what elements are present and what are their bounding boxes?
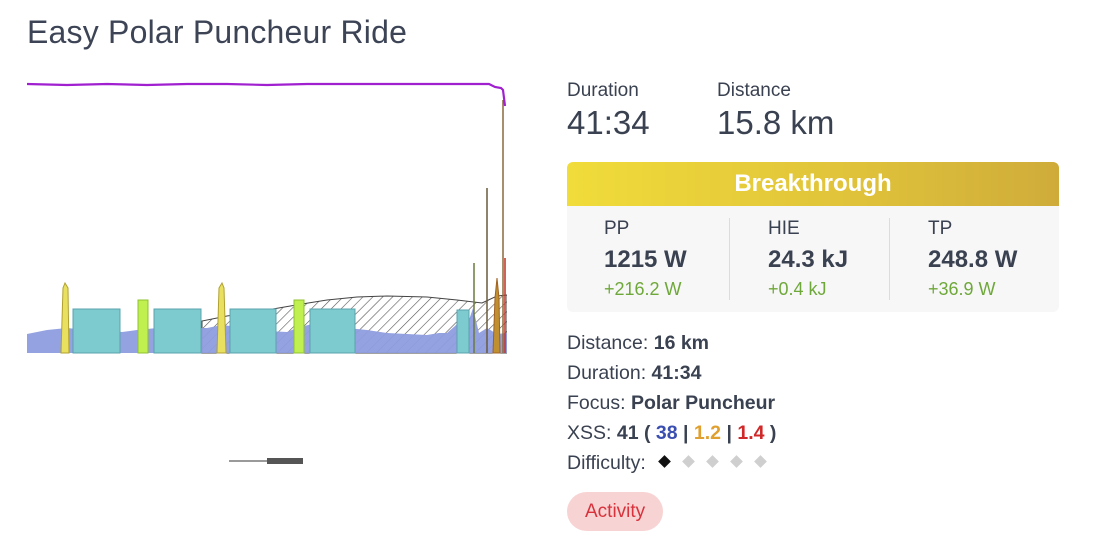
interval-lime-1 [137,299,149,354]
metric-hie-value: 24.3 kJ [768,246,849,273]
detail-xss-open: ( [643,422,651,444]
distance-value: 15.8 km [717,104,835,141]
interval-teal-1 [72,308,121,354]
interval-yellow-1 [60,281,70,354]
metric-pp: PP 1215 W +216.2 W [604,218,764,300]
difficulty-diamond-icon [754,455,768,469]
workout-details: Distance: 16 km Duration: 41:34 Focus: P… [567,330,776,480]
interval-yellow-2 [216,281,227,354]
metrics-card: PP 1215 W +216.2 W HIE 24.3 kJ +0.4 kJ T… [567,206,1059,312]
detail-xss-peak: 1.4 [737,422,765,444]
metric-hie-label: HIE [768,218,800,239]
detail-focus: Focus: Polar Puncheur [567,390,776,420]
activity-chart-svg [27,82,507,354]
spike-3 [492,277,501,354]
detail-difficulty-label: Difficulty: [567,452,646,474]
interval-teal-4 [309,308,356,354]
detail-xss-label: XSS: [567,422,612,444]
duration-stat: Duration 41:34 [567,80,650,142]
activity-chart[interactable] [27,78,507,356]
difficulty-diamond-icon [682,455,696,469]
difficulty-diamond-icon [730,455,744,469]
metric-tp: TP 248.8 W +36.9 W [928,218,1088,300]
chart-scrollbar[interactable] [229,458,303,464]
detail-xss-close: ) [769,422,777,444]
difficulty-rating [651,452,771,474]
detail-focus-value: Polar Puncheur [630,392,776,414]
detail-duration-label: Duration: [567,362,647,384]
detail-duration-value: 41:34 [651,362,702,384]
detail-distance: Distance: 16 km [567,330,776,360]
difficulty-diamond-icon [658,455,672,469]
detail-difficulty: Difficulty: [567,450,776,480]
difficulty-diamond-icon [706,455,720,469]
metric-hie-delta: +0.4 kJ [768,279,827,299]
activity-badge[interactable]: Activity [567,492,664,531]
detail-xss-total: 41 [616,422,639,444]
mpa-line [27,82,507,107]
interval-teal-2 [153,308,202,354]
detail-distance-label: Distance: [567,332,649,354]
interval-teal-5 [456,309,470,354]
detail-xss: XSS: 41 ( 38 | 1.2 | 1.4 ) [567,420,776,450]
page-title: Easy Polar Puncheur Ride [27,14,408,50]
detail-xss-low: 38 [655,422,678,444]
duration-value: 41:34 [567,104,650,141]
breakthrough-banner: Breakthrough [567,162,1059,206]
duration-label: Duration [567,80,639,101]
interval-lime-2 [293,299,305,354]
detail-duration: Duration: 41:34 [567,360,776,390]
detail-distance-value: 16 km [653,332,710,354]
metric-tp-label: TP [928,218,953,239]
metric-hie: HIE 24.3 kJ +0.4 kJ [768,218,928,300]
interval-teal-3 [229,308,277,354]
metric-pp-delta: +216.2 W [604,279,682,299]
detail-xss-sep: | [683,422,689,444]
metric-pp-value: 1215 W [604,246,687,273]
metric-divider [889,218,890,300]
distance-label: Distance [717,80,791,101]
distance-stat: Distance 15.8 km [717,80,834,142]
metric-pp-label: PP [604,218,630,239]
detail-xss-sep: | [726,422,732,444]
metric-divider [729,218,730,300]
detail-xss-high: 1.2 [693,422,722,444]
metric-tp-delta: +36.9 W [928,279,996,299]
metric-tp-value: 248.8 W [928,246,1018,273]
detail-focus-label: Focus: [567,392,626,414]
